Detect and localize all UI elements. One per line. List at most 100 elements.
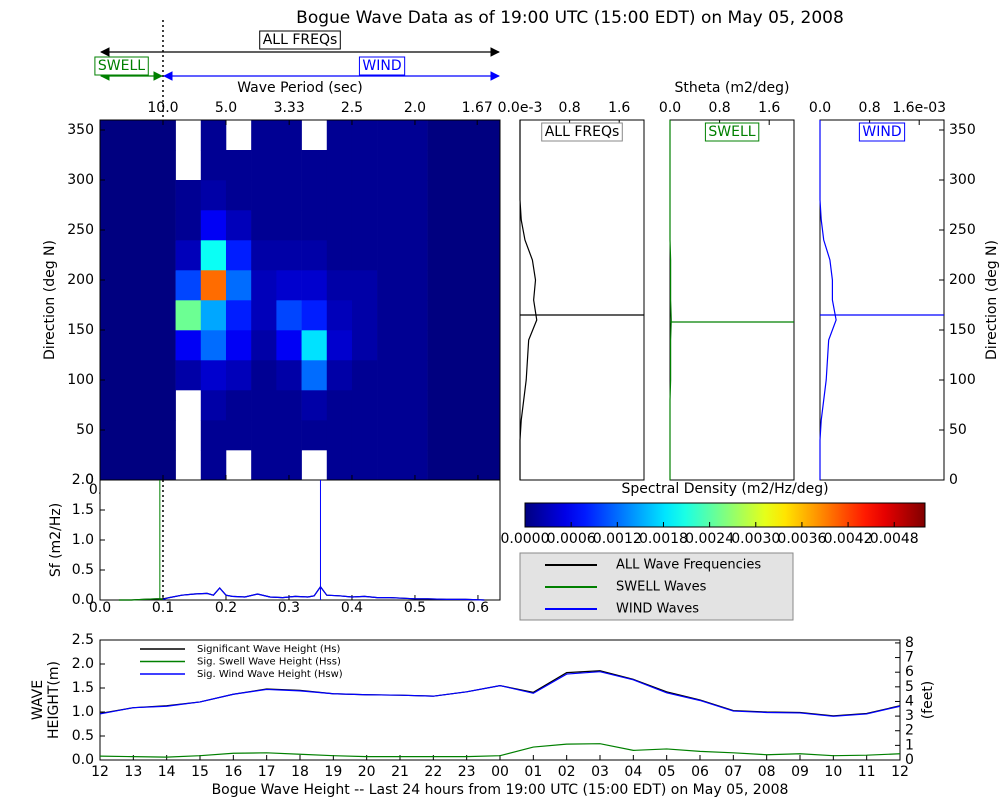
heatmap-cell [377, 420, 403, 451]
heatmap-cell [452, 240, 479, 271]
heatmap-cell [251, 450, 277, 480]
heatmap-cell [125, 300, 151, 331]
heatmap-cell [276, 330, 302, 361]
heatmap-cell [452, 330, 479, 361]
period-axis-label: Wave Period (sec) [237, 80, 363, 96]
x-tick-label: 17 [258, 764, 276, 780]
heatmap-cell [326, 240, 353, 271]
x-tick-label: 1.6e-03 [892, 100, 946, 116]
period-tick-label: 1.67 [462, 100, 493, 116]
heatmap-cell [125, 390, 151, 421]
heatmap-cell [276, 420, 302, 451]
direction-profile [519, 120, 538, 480]
heatmap-cell [301, 300, 328, 331]
colorbar-tick-label: 0.0024 [685, 531, 734, 547]
heatmap-cell [351, 390, 378, 421]
heatmap-cell [377, 210, 403, 241]
heatmap-cell [326, 180, 353, 211]
y2-tick-label: 3 [905, 708, 914, 724]
direction-profile [819, 120, 837, 480]
x-tick-label: 0.0 [659, 100, 681, 116]
x-tick-label: 08 [758, 764, 776, 780]
colorbar-tick-label: 0.0000 [501, 531, 550, 547]
heatmap-cell [377, 270, 403, 301]
heatmap-cell [477, 450, 500, 480]
label-box [541, 122, 623, 142]
y2-axis-label: (feet) [920, 681, 936, 720]
x-tick-label: 0.1 [152, 600, 174, 616]
colorbar-tick-label: 0.0012 [593, 531, 642, 547]
x-tick-label: 0.2 [215, 600, 237, 616]
heatmap-cell [402, 210, 428, 241]
heatmap-cell [100, 180, 126, 211]
heatmap-cell [100, 390, 126, 421]
heatmap-cell [100, 240, 126, 271]
legend-label: SWELL Waves [616, 580, 707, 595]
x-tick-label: 12 [91, 764, 109, 780]
heatmap-cell [301, 210, 328, 241]
heatmap-cell [200, 270, 227, 301]
heatmap-cell [225, 240, 252, 271]
heatmap-cell [200, 240, 227, 271]
y-tick-label: 50 [949, 422, 967, 438]
heatmap-cell [200, 150, 227, 181]
heatmap-cell [276, 270, 302, 301]
heatmap-cell [200, 360, 227, 391]
x-tick-label: 20 [358, 764, 376, 780]
y-axis-label: Sf (m2/Hz) [48, 503, 64, 577]
x-tick-label: 14 [158, 764, 176, 780]
heatmap-cell [150, 330, 176, 361]
heatmap-cell [477, 300, 500, 331]
y-axis-label: Direction (deg N) [984, 240, 1000, 360]
heatmap-cell [402, 390, 428, 421]
heatmap-cell [251, 270, 277, 301]
heatmap-cell [200, 180, 227, 211]
heatmap-cell [100, 300, 126, 331]
y-tick-label: 350 [67, 122, 94, 138]
height-line [99, 743, 901, 758]
plot-area [99, 479, 501, 601]
y-tick-label: 1.5 [72, 680, 94, 696]
heatmap-cell [402, 120, 428, 151]
x-tick-label: 01 [524, 764, 542, 780]
heatmap-cell [351, 450, 378, 480]
heatmap-cell [301, 330, 328, 361]
height-line [99, 671, 901, 717]
heatmap-cell [225, 150, 252, 181]
heatmap-cell [251, 180, 277, 211]
heatmap-cell [200, 420, 227, 451]
y-tick-label: 150 [67, 322, 94, 338]
heatmap-cell [402, 150, 428, 181]
heatmap-cell [427, 300, 454, 331]
heatmap-cell [276, 150, 302, 181]
heatmap-cell [402, 420, 428, 451]
heatmap-cell [452, 150, 479, 181]
heatmap-cell [452, 360, 479, 391]
heatmap-cell [225, 300, 252, 331]
heatmap-cell [276, 240, 302, 271]
y-tick-label: 50 [76, 422, 94, 438]
x-tick-label: 22 [424, 764, 442, 780]
y2-tick-label: 2 [905, 723, 914, 739]
heatmap-cell [326, 450, 353, 480]
y2-tick-label: 8 [905, 635, 914, 651]
period-tick-label: 10.0 [147, 100, 178, 116]
colorbar-tick-label: 0.0006 [547, 531, 596, 547]
heatmap-cell [326, 150, 353, 181]
figure-title: Bogue Wave Data as of 19:00 UTC (15:00 E… [296, 8, 844, 28]
heatmap-cell [477, 420, 500, 451]
heatmap-cell [477, 150, 500, 181]
colorbar-tick-label: 0.0036 [777, 531, 826, 547]
x-tick-label: 0.0e-3 [498, 100, 543, 116]
x-tick-label: 19 [324, 764, 342, 780]
heatmap-cell [351, 150, 378, 181]
panel-label: ALL FREQs [545, 124, 620, 140]
x-axis-label: Bogue Wave Height -- Last 24 hours from … [212, 782, 789, 798]
heatmap-cell [225, 210, 252, 241]
x-tick-label: 0.8 [558, 100, 580, 116]
heatmap-cell [251, 390, 277, 421]
heatmap-cell [351, 240, 378, 271]
heatmap-cell [377, 390, 403, 421]
y-tick-label: 2.0 [72, 656, 94, 672]
